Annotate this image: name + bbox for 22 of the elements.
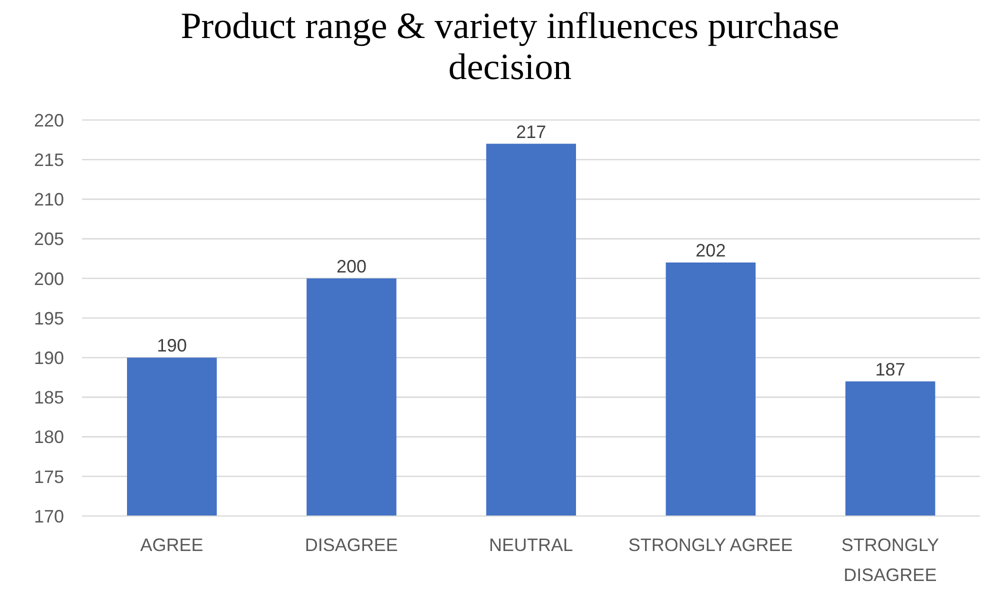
data-label: 190 (156, 336, 187, 356)
y-tick-label: 180 (34, 427, 64, 448)
data-label: 200 (336, 256, 367, 276)
data-label: 217 (516, 122, 546, 142)
data-label: 202 (696, 240, 726, 261)
y-tick-label: 170 (34, 506, 64, 526)
y-tick-label: 200 (34, 268, 64, 289)
chart-title: Product range & variety influences purchase decision (180, 6, 840, 88)
y-tick-label: 190 (34, 348, 64, 368)
y-tick-label: 210 (34, 190, 64, 210)
x-tick-label: STRONGLY AGREE (628, 534, 793, 555)
y-tick-label: 185 (34, 388, 64, 408)
y-tick-label: 205 (34, 229, 64, 250)
x-tick-label: STRONGLY DISAGREE (841, 534, 940, 585)
y-tick-label: 195 (34, 308, 64, 328)
x-tick-label: NEUTRAL (488, 534, 574, 555)
data-label: 187 (875, 359, 906, 380)
x-tick-label: AGREE (140, 534, 204, 555)
y-tick-label: 175 (34, 466, 64, 487)
x-tick-label: DISAGREE (304, 534, 398, 555)
y-tick-label: 215 (34, 150, 64, 170)
y-tick-label: 220 (34, 110, 64, 130)
